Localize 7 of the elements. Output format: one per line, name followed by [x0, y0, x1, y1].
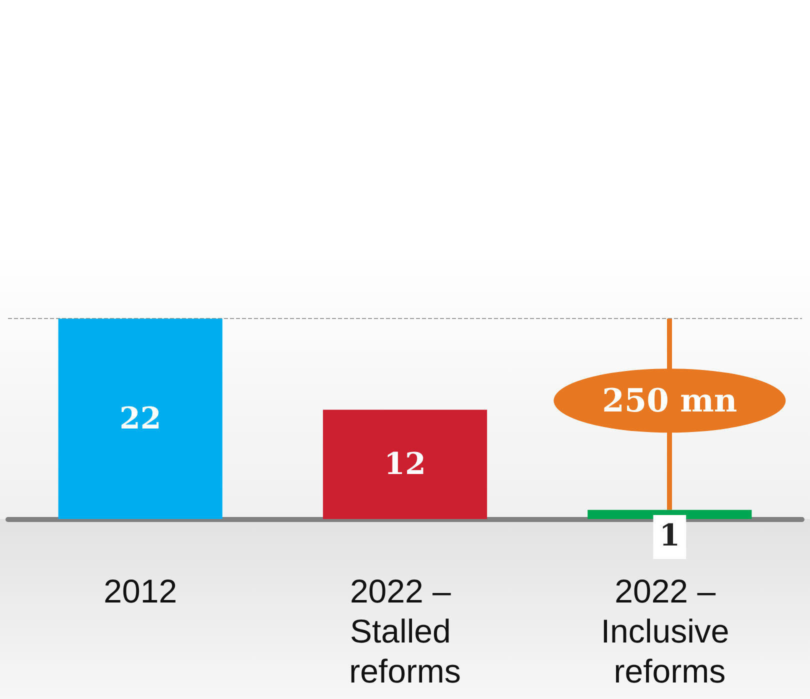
x-tick-label: 2012: [104, 572, 178, 610]
x-tick-label: 2022 – Inclusive reforms: [600, 572, 738, 690]
data-label: 1: [659, 518, 680, 554]
annotation: 250 mn: [602, 382, 738, 420]
data-label: 12: [384, 446, 426, 482]
data-label: 22: [119, 401, 162, 436]
x-tick-label: 2022 – Stalled reforms: [349, 572, 461, 690]
